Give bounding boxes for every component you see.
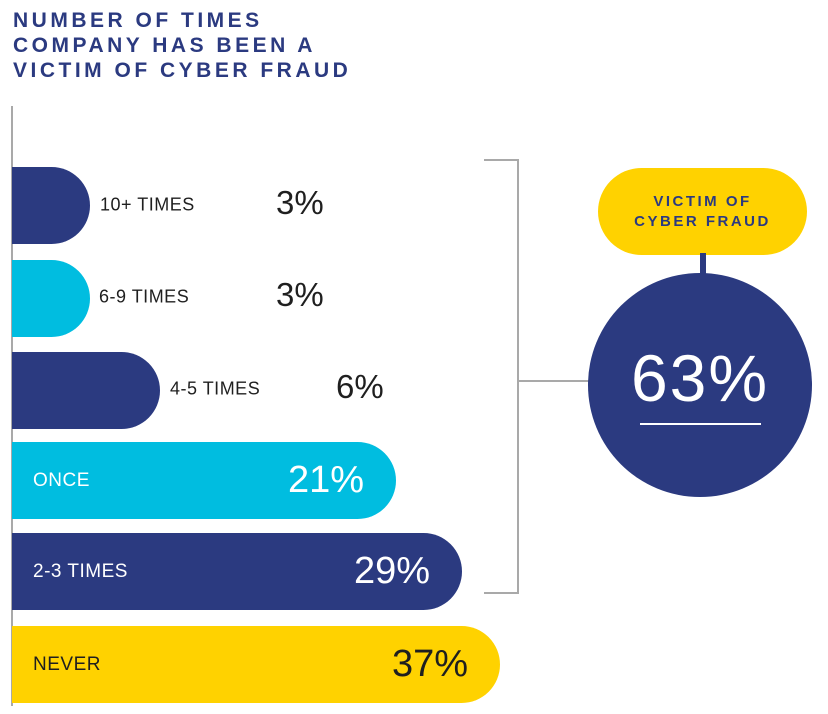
- badge-line-2: CYBER FRAUD: [634, 212, 771, 230]
- chart-title-line-2: COMPANY HAS BEEN A: [13, 34, 316, 57]
- group-bracket: [484, 159, 519, 594]
- bar-2-3-times: 2-3 TIMES 29%: [12, 533, 462, 610]
- total-percentage-circle: 63%: [588, 273, 812, 497]
- total-percentage-underline: [639, 423, 761, 425]
- chart-title-line-3: VICTIM OF CYBER FRAUD: [13, 59, 352, 82]
- bar-label-6-9-times: 6-9 TIMES: [99, 286, 190, 307]
- bar-never: NEVER 37%: [12, 626, 500, 703]
- bar-10-plus-times: [12, 167, 90, 244]
- total-percentage-value: 63%: [630, 341, 770, 415]
- bar-label-never: NEVER: [33, 653, 101, 675]
- chart-title-line-1: NUMBER OF TIMES: [13, 9, 263, 32]
- badge-line-1: VICTIM OF: [653, 192, 752, 210]
- chart-title: NUMBER OF TIMES COMPANY HAS BEEN A VICTI…: [13, 8, 351, 83]
- bar-value-2-3-times: 29%: [353, 550, 430, 592]
- bar-6-9-times: [12, 260, 90, 337]
- bar-value-6-9-times: 3%: [276, 276, 324, 313]
- bracket-connector-line: [519, 380, 589, 382]
- bar-label-4-5-times: 4-5 TIMES: [170, 378, 261, 399]
- bar-value-4-5-times: 6%: [336, 368, 384, 405]
- bar-once: ONCE 21%: [12, 442, 396, 519]
- bar-label-once: ONCE: [33, 469, 90, 491]
- bar-value-10-plus-times: 3%: [276, 184, 324, 221]
- bar-label-10-plus-times: 10+ TIMES: [100, 194, 195, 215]
- bar-label-2-3-times: 2-3 TIMES: [33, 560, 128, 582]
- bar-4-5-times: [12, 352, 160, 429]
- bar-value-once: 21%: [287, 459, 364, 501]
- victim-of-cyber-fraud-badge: VICTIM OF CYBER FRAUD: [598, 168, 807, 255]
- badge-stem-line: [700, 253, 706, 279]
- bar-value-never: 37%: [391, 643, 468, 685]
